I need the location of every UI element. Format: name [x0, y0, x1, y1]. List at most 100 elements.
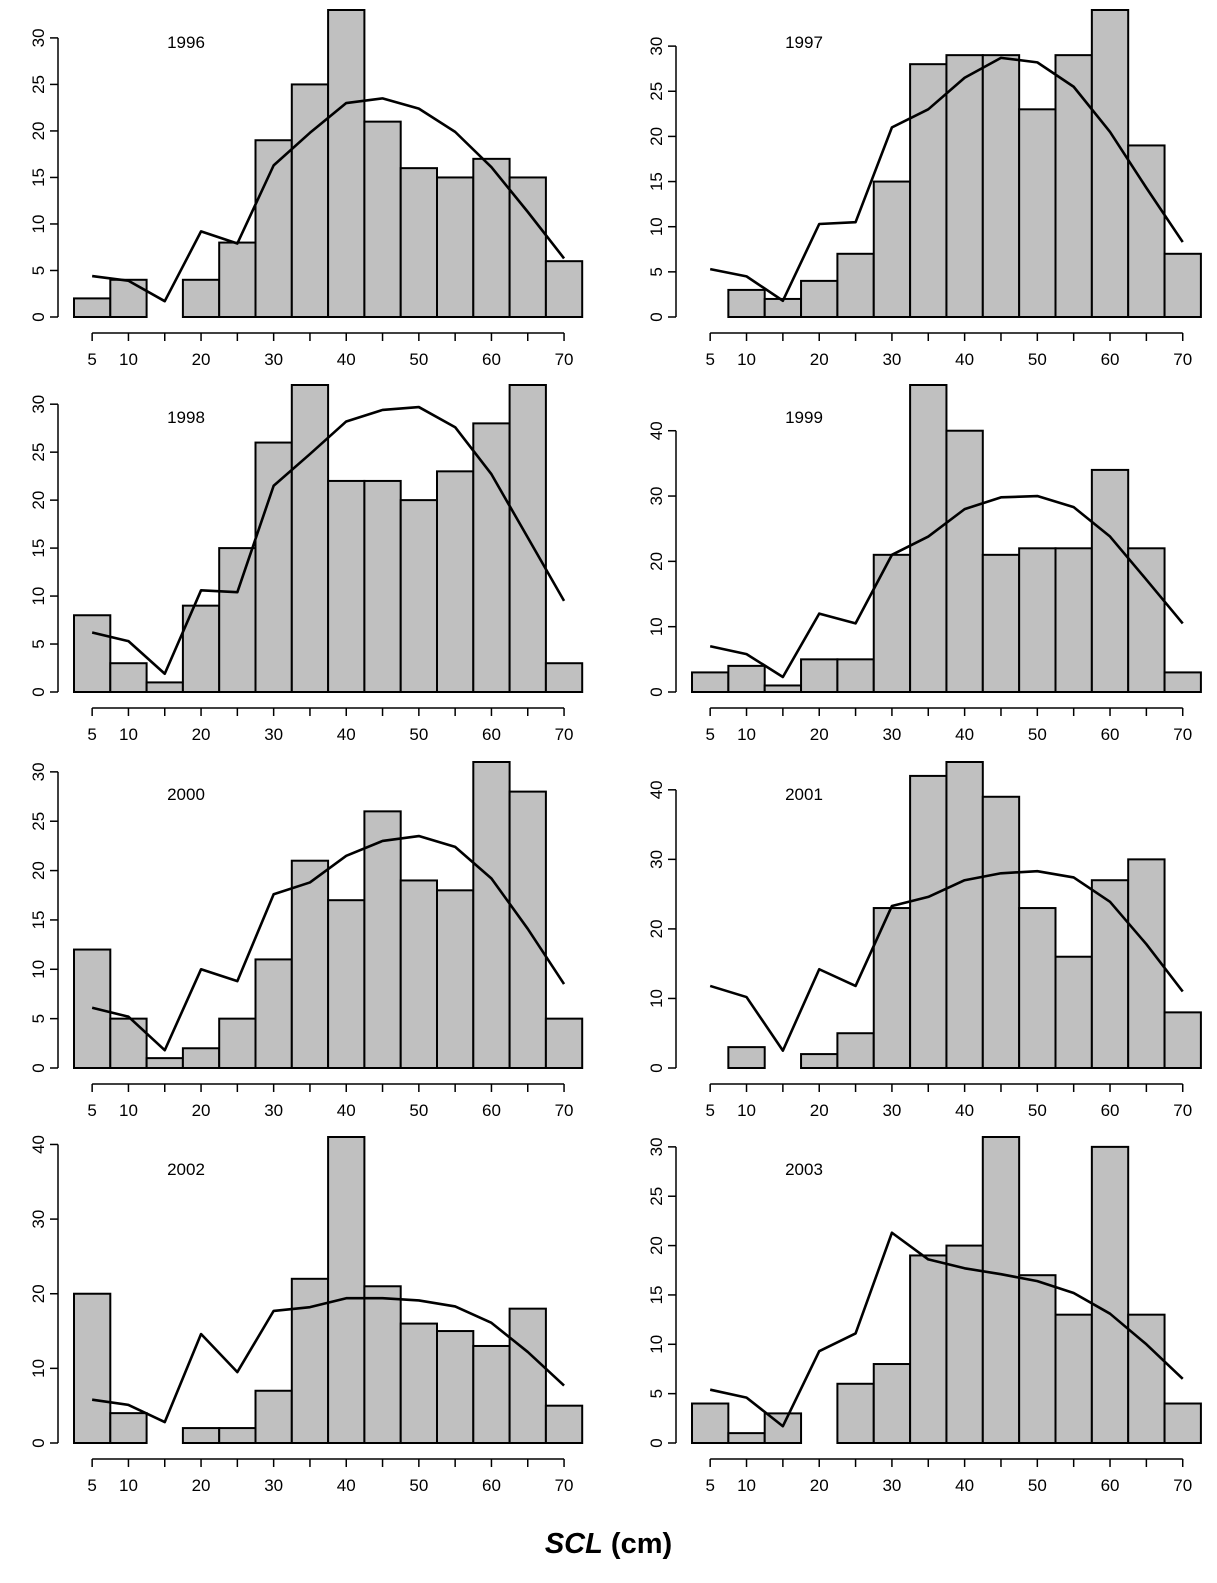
y-tick-label: 10 — [647, 217, 666, 236]
histogram-bar — [909, 774, 948, 1070]
y-tick-label: 20 — [647, 1236, 666, 1255]
histogram-bar — [508, 1307, 547, 1445]
y-tick-label: 20 — [29, 861, 48, 880]
histogram-bar — [981, 54, 1021, 318]
histogram-bar — [727, 664, 766, 693]
histogram-bar — [363, 810, 402, 1070]
y-tick-label: 15 — [647, 1285, 666, 1304]
x-tick-label: 40 — [955, 1476, 974, 1495]
x-tick-label: 60 — [482, 1101, 501, 1120]
histogram-bar — [691, 1402, 730, 1444]
x-tick-label: 10 — [119, 1476, 138, 1495]
x-tick-label: 30 — [882, 1101, 901, 1120]
y-tick-label: 20 — [29, 1284, 48, 1303]
y-tick-label: 10 — [647, 617, 666, 636]
fitted-curve — [91, 97, 566, 303]
histogram-bar — [836, 1382, 875, 1444]
x-tick-label: 40 — [955, 350, 974, 369]
histogram-bar — [872, 553, 912, 693]
fitted-curve — [91, 405, 566, 676]
y-tick-label: 10 — [29, 215, 48, 234]
histogram-bar — [327, 479, 366, 693]
histogram-bar — [254, 139, 293, 318]
fitted-curve — [91, 834, 566, 1052]
panel-1999: 0 10 20 30 40 5 10 20 30 40 50 60 70 1999 — [647, 384, 1202, 744]
panel-2002: 0 10 20 30 40 5 10 20 30 40 50 60 70 2002 — [29, 1135, 584, 1495]
x-tick-label: 10 — [737, 1476, 756, 1495]
y-tick-label: 20 — [647, 127, 666, 146]
histogram-bar — [181, 1047, 221, 1069]
histogram-bar — [508, 176, 547, 318]
histogram-bar — [73, 614, 112, 693]
histogram-bar — [363, 120, 402, 318]
y-tick-label: 0 — [29, 1438, 48, 1447]
x-tick-label: 20 — [810, 725, 829, 744]
x-tick-label: 40 — [337, 350, 356, 369]
y-tick-label: 30 — [29, 28, 48, 47]
x-tick-label: 50 — [1028, 1101, 1047, 1120]
y-tick-label: 15 — [29, 910, 48, 929]
x-tick-label: 10 — [737, 350, 756, 369]
histogram-bar — [544, 662, 584, 693]
panel-1998: 0 5 10 15 20 25 30 5 10 20 30 40 50 60 70 1998 — [29, 384, 584, 744]
histogram-bar — [254, 958, 293, 1070]
histogram-bar — [290, 83, 330, 318]
histogram-bar — [109, 1412, 148, 1445]
x-tick-label: 60 — [482, 725, 501, 744]
y-tick-label: 30 — [647, 37, 666, 56]
y-tick-label: 5 — [647, 267, 666, 276]
x-tick-label: 5 — [705, 1476, 714, 1495]
histogram-bar — [727, 1432, 766, 1444]
histogram-bar — [981, 553, 1021, 693]
x-tick-label: 10 — [737, 1101, 756, 1120]
histogram-bar — [800, 658, 839, 694]
x-tick-label: 50 — [1028, 350, 1047, 369]
histogram-bar — [472, 761, 511, 1069]
x-tick-label: 30 — [264, 350, 283, 369]
histogram-bar — [1127, 858, 1166, 1070]
y-tick-label: 5 — [29, 639, 48, 648]
histogram-bar — [399, 167, 439, 318]
histogram-bar — [691, 671, 730, 693]
x-tick-label: 70 — [1173, 1101, 1192, 1120]
histogram-bar — [836, 658, 875, 694]
histogram-bar — [800, 1053, 839, 1070]
fitted-curve — [709, 1231, 1184, 1428]
x-tick-label: 70 — [1173, 350, 1192, 369]
histogram-bar — [472, 157, 511, 318]
x-tick-label: 5 — [705, 1101, 714, 1120]
y-tick-label: 10 — [29, 1359, 48, 1378]
panel-title: 1996 — [167, 33, 205, 52]
x-tick-label: 20 — [192, 1476, 211, 1495]
histogram-bar — [327, 1136, 366, 1444]
histogram-bar — [1090, 1145, 1130, 1444]
histogram-bar — [872, 180, 912, 318]
x-tick-label: 10 — [119, 725, 138, 744]
y-tick-label: 25 — [29, 443, 48, 462]
y-tick-label: 25 — [29, 812, 48, 831]
x-tick-label: 5 — [705, 350, 714, 369]
y-tick-label: 20 — [647, 552, 666, 571]
histogram-bar — [1018, 108, 1057, 318]
histogram-bar — [290, 384, 330, 693]
histogram-bar — [254, 1389, 293, 1445]
y-tick-label: 10 — [29, 587, 48, 606]
histogram-bar — [1054, 955, 1093, 1070]
y-tick-label: 25 — [647, 1187, 666, 1206]
y-tick-label: 40 — [29, 1135, 48, 1154]
x-tick-label: 70 — [555, 350, 574, 369]
histogram-bar — [73, 948, 112, 1070]
x-tick-label: 70 — [1173, 1476, 1192, 1495]
panel-title: 2001 — [785, 785, 823, 804]
x-tick-label: 5 — [87, 725, 96, 744]
histogram-bar — [145, 1057, 184, 1069]
x-tick-label: 60 — [1101, 1476, 1120, 1495]
y-tick-label: 25 — [647, 82, 666, 101]
histogram-bar — [1127, 547, 1166, 693]
x-tick-label: 40 — [955, 1101, 974, 1120]
histogram-bar — [436, 176, 475, 318]
histogram-bar — [1054, 54, 1093, 318]
x-tick-label: 50 — [409, 350, 428, 369]
x-tick-label: 30 — [264, 1101, 283, 1120]
histogram-bar — [363, 1285, 402, 1445]
